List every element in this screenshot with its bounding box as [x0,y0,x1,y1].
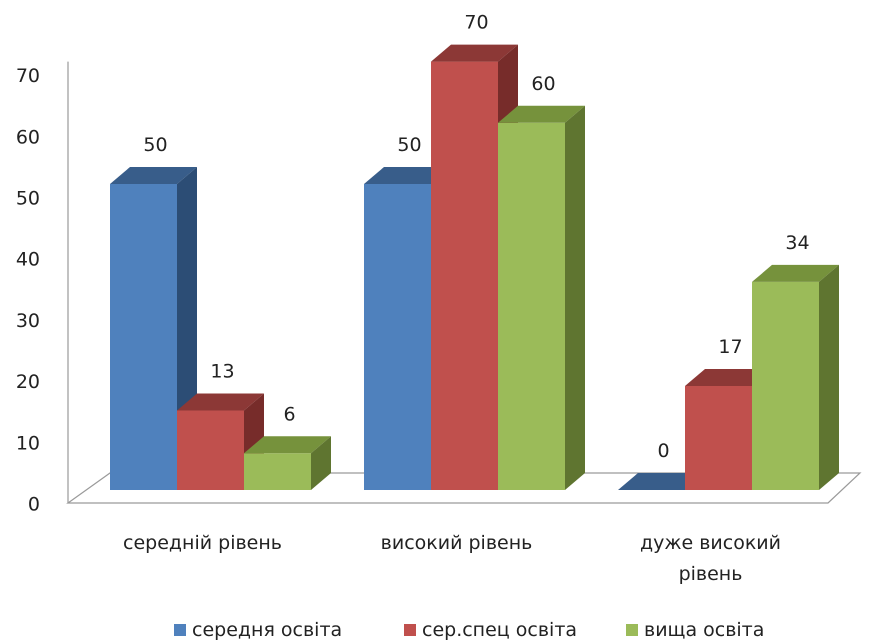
legend-item: вища освіта [626,619,764,641]
legend-swatch [626,624,638,636]
bar [177,393,264,490]
category-axis: середній рівень високий рівень дуже високи… [123,532,781,585]
bar [752,264,839,490]
bar-front [498,122,565,491]
bar-top [177,393,264,411]
bar-top [110,167,197,184]
bar-top [752,264,839,282]
data-label: 34 [785,232,809,254]
legend-item: середня освіта [174,619,342,641]
data-label: 6 [283,403,295,425]
bar-top [244,436,331,454]
bar-front [244,453,311,490]
data-label: 0 [657,440,669,462]
data-label: 17 [718,336,742,358]
y-tick-label: 60 [16,126,40,148]
y-tick-label: 40 [16,249,40,271]
bar-top [431,44,518,62]
bars [110,44,839,491]
bar-top [618,473,705,490]
legend-label: середня освіта [192,619,342,641]
data-label: 50 [143,134,167,156]
y-tick-label: 20 [16,371,40,393]
legend: середня освіта сер.спец освіта вища освіта [174,619,764,641]
legend-swatch [404,624,416,636]
bar-front [177,410,244,490]
bar-side [311,436,331,490]
y-tick-label: 0 [28,494,40,516]
y-axis: 0 10 20 30 40 50 60 70 [16,61,69,516]
y-tick-label: 30 [16,310,40,332]
bar-front [364,184,431,490]
bar-top [685,368,772,386]
bar-side [565,105,585,491]
bar-side [819,264,839,490]
data-label: 70 [464,12,488,34]
legend-label: вища освіта [644,619,764,641]
bar [618,473,705,490]
category-label: дуже високий [640,532,781,554]
category-label: середній рівень [123,532,282,554]
bar [244,436,331,490]
legend-swatch [174,624,186,636]
category-label: рівень [679,563,743,585]
data-label: 13 [210,360,234,382]
legend-label: сер.спец освіта [422,619,577,641]
bar [498,105,585,491]
bar-top [498,105,585,123]
bar-front [431,61,498,490]
bar-front [110,184,177,490]
y-tick-label: 70 [16,65,40,87]
bar-front [752,281,819,490]
data-label: 60 [531,73,555,95]
legend-item: сер.спец освіта [404,619,577,641]
category-label: високий рівень [381,532,533,554]
data-labels: 50 13 6 50 70 60 0 17 34 [143,12,809,462]
y-tick-label: 10 [16,432,40,454]
bar-front [685,385,752,490]
data-label: 50 [397,134,421,156]
y-tick-label: 50 [16,188,40,210]
bar-top [364,167,451,184]
